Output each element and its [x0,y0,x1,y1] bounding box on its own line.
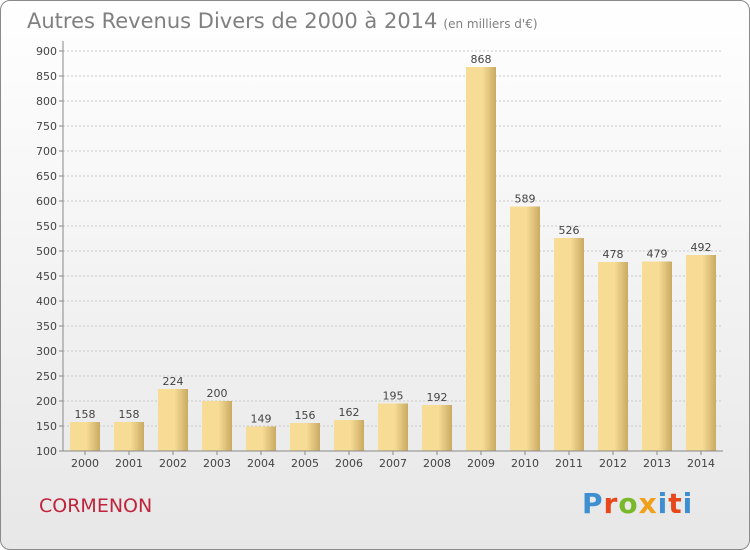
data-label: 479 [647,248,668,261]
y-tick-label: 750 [36,120,57,133]
bar [598,262,628,451]
bar [642,261,672,451]
data-label: 478 [603,248,624,261]
x-tick-label: 2003 [203,457,231,470]
x-tick-label: 2001 [115,457,143,470]
y-tick-label: 450 [36,270,57,283]
bar [466,67,496,451]
data-label: 200 [207,387,228,400]
bar [334,420,364,451]
bar [114,422,144,451]
x-tick-label: 2014 [687,457,715,470]
x-tick-label: 2010 [511,457,539,470]
chart-subtitle: (en milliers d'€) [443,17,538,31]
logo-letter: x [638,487,658,520]
data-label: 224 [163,375,184,388]
axes: 100 150 200 250 300 350 400 450 500 550 600 650 700 7… [36,41,723,470]
bars [70,67,716,451]
y-tick-label: 300 [36,345,57,358]
bar [70,422,100,451]
data-label: 492 [691,241,712,254]
labels: 158 158 224 200 149 156 162 195 192 868 589 526 478 4… [75,53,712,426]
chart-title: Autres Revenus Divers de 2000 à 2014 (en … [27,9,538,33]
y-tick-label: 600 [36,195,57,208]
logo-letter: i [682,487,694,520]
bar [686,255,716,451]
y-tick-label: 550 [36,220,57,233]
bar [510,206,540,451]
y-tick-label: 850 [36,70,57,83]
y-tick-label: 200 [36,395,57,408]
bar [422,405,452,451]
x-tick-label: 2008 [423,457,451,470]
logo-letter: r [603,487,619,520]
bar [158,389,188,451]
data-label: 589 [515,193,536,206]
x-tick-label: 2012 [599,457,627,470]
logo-letter: i [657,487,669,520]
data-label: 526 [559,224,580,237]
data-label: 158 [119,408,140,421]
y-tick-label: 400 [36,295,57,308]
y-tick-label: 800 [36,95,57,108]
x-tick-label: 2006 [335,457,363,470]
logo-letter: P [582,487,604,520]
x-tick-label: 2002 [159,457,187,470]
bar [202,401,232,451]
logo-letter: t [668,487,683,520]
y-tick-label: 350 [36,320,57,333]
proxiti-logo: Proxiti [582,487,693,520]
x-tick-label: 2011 [555,457,583,470]
x-tick-label: 2004 [247,457,275,470]
bar [378,403,408,451]
x-tick-label: 2000 [71,457,99,470]
x-tick-label: 2005 [291,457,319,470]
x-tick-label: 2009 [467,457,495,470]
data-label: 868 [471,53,492,66]
data-label: 192 [427,391,448,404]
bar [246,426,276,451]
data-label: 195 [383,390,404,403]
y-tick-label: 900 [36,45,57,58]
y-tick-label: 650 [36,170,57,183]
logo-letter: o [618,487,639,520]
y-tick-label: 150 [36,420,57,433]
x-tick-label: 2007 [379,457,407,470]
title-text: Autres Revenus Divers de 2000 à 2014 [27,9,438,33]
bar [554,238,584,451]
y-tick-label: 100 [36,445,57,458]
y-tick-label: 250 [36,370,57,383]
y-tick-label: 700 [36,145,57,158]
data-label: 149 [251,413,272,426]
commune-name: CORMENON [39,495,153,517]
data-label: 158 [75,408,96,421]
bar [290,423,320,451]
data-label: 156 [295,409,316,422]
data-label: 162 [339,406,360,419]
y-tick-label: 500 [36,245,57,258]
x-tick-label: 2013 [643,457,671,470]
